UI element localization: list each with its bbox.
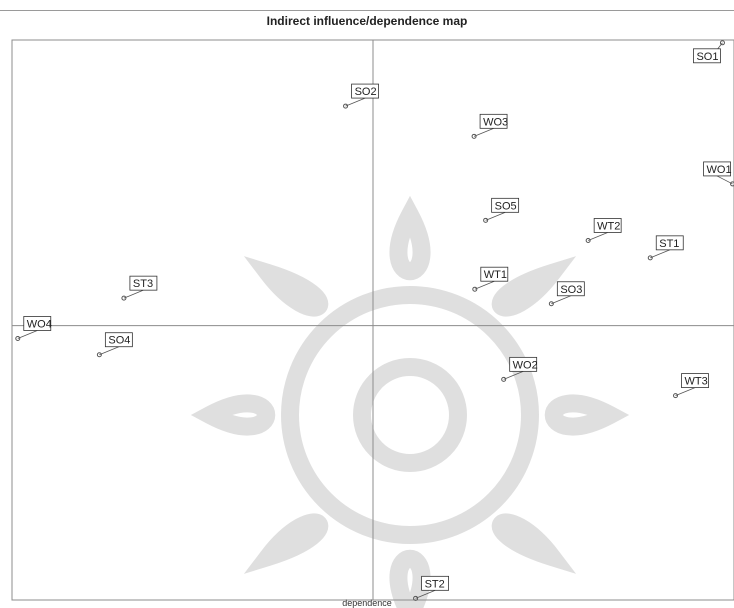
x-axis-label: dependence xyxy=(342,598,392,608)
point-marker xyxy=(15,335,21,341)
label-leader xyxy=(650,249,670,259)
data-point-wo2: WO2 xyxy=(501,356,538,382)
point-marker xyxy=(472,286,478,292)
point-label: SO4 xyxy=(108,335,130,347)
data-point-wo3: WO3 xyxy=(471,113,508,139)
data-point-so5: SO5 xyxy=(483,197,520,223)
data-point-wo4: WO4 xyxy=(15,316,52,341)
point-marker xyxy=(673,393,679,399)
point-marker xyxy=(647,255,653,261)
point-label: SO1 xyxy=(696,51,718,63)
point-label-box xyxy=(421,575,449,591)
label-leader xyxy=(473,127,494,137)
point-marker xyxy=(483,217,489,223)
point-label-box xyxy=(129,275,158,291)
label-leader xyxy=(99,346,120,356)
data-point-st2: ST2 xyxy=(413,575,449,601)
data-point-so1: SO1 xyxy=(693,40,725,64)
label-leader xyxy=(17,330,38,339)
point-marker xyxy=(96,352,102,358)
point-label-box xyxy=(491,197,520,213)
point-label-box xyxy=(681,373,709,389)
data-point-so4: SO4 xyxy=(96,332,133,358)
data-point-wt1: WT1 xyxy=(472,266,509,292)
data-point-wt2: WT2 xyxy=(585,218,622,243)
title-rule xyxy=(0,10,734,11)
point-marker xyxy=(719,40,725,46)
data-point-so2: SO2 xyxy=(343,83,379,109)
point-marker xyxy=(730,181,734,187)
point-label-box xyxy=(23,316,52,331)
point-label-box xyxy=(509,356,538,372)
data-point-wt3: WT3 xyxy=(673,373,709,399)
label-leader xyxy=(675,387,696,396)
point-label-box xyxy=(703,161,731,177)
data-point-st1: ST1 xyxy=(647,235,684,261)
point-marker xyxy=(548,301,554,307)
point-label-box xyxy=(593,218,622,233)
point-label: WT3 xyxy=(685,376,708,388)
point-label: WT2 xyxy=(597,220,620,232)
point-marker xyxy=(471,133,477,139)
point-label-box xyxy=(480,266,509,282)
point-marker xyxy=(413,595,419,601)
point-label: SO5 xyxy=(495,200,517,212)
point-label-box xyxy=(693,48,721,64)
point-marker xyxy=(501,376,507,382)
label-leader xyxy=(716,175,733,185)
data-point-st3: ST3 xyxy=(121,275,158,301)
point-marker xyxy=(343,103,349,109)
point-label: ST2 xyxy=(425,578,445,590)
chart-title: Indirect influence/dependence map xyxy=(266,14,468,28)
point-label: ST1 xyxy=(659,238,679,250)
point-label-box xyxy=(351,83,379,99)
label-leader xyxy=(123,289,144,299)
point-label: ST3 xyxy=(133,278,153,290)
point-label: WO2 xyxy=(513,359,538,371)
point-label: SO3 xyxy=(560,284,582,296)
point-label: WO1 xyxy=(707,164,732,176)
point-label-box xyxy=(655,235,684,251)
point-label-box xyxy=(556,281,585,297)
point-label: SO2 xyxy=(355,86,377,98)
point-marker xyxy=(121,295,127,301)
label-leader xyxy=(474,280,495,290)
point-marker xyxy=(585,237,591,243)
point-label: WO3 xyxy=(483,116,508,128)
label-leader xyxy=(345,97,366,107)
point-label: WT1 xyxy=(484,269,507,281)
label-leader xyxy=(503,370,524,380)
label-leader xyxy=(588,232,608,241)
data-point-so3: SO3 xyxy=(548,281,585,307)
point-label: WO4 xyxy=(27,318,52,330)
label-leader xyxy=(551,295,571,305)
point-label-box xyxy=(104,332,133,348)
label-leader xyxy=(485,211,506,221)
point-label-box xyxy=(479,113,508,129)
label-leader xyxy=(415,589,436,599)
data-point-wo1: WO1 xyxy=(703,161,734,187)
